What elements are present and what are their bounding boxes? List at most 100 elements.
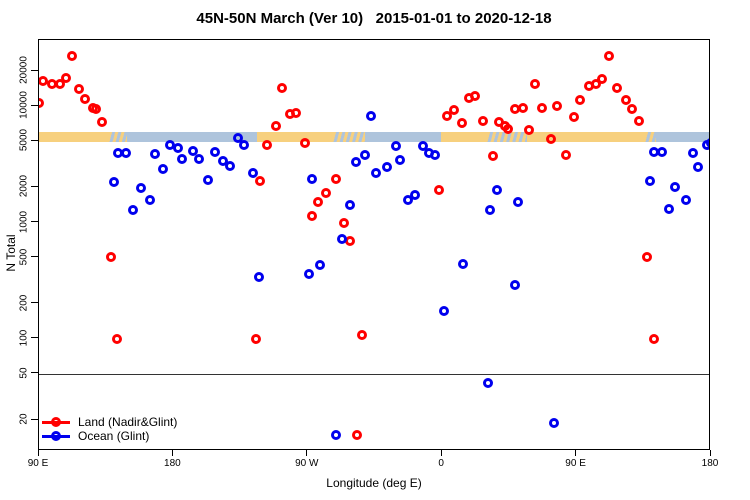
point-ocean — [410, 189, 421, 200]
strip-segment-land — [39, 131, 110, 143]
point-land — [313, 197, 324, 208]
point-ocean — [429, 150, 440, 160]
point-ocean — [247, 168, 258, 179]
x-tick — [306, 450, 308, 456]
y-tick — [31, 418, 38, 420]
point-land — [90, 104, 101, 115]
strip-segment-land — [440, 131, 487, 143]
point-ocean — [304, 269, 315, 280]
strip-segment-mixed — [109, 131, 128, 143]
point-ocean — [492, 185, 503, 196]
point-ocean — [381, 162, 392, 173]
y-tick-label: 50 — [18, 367, 30, 379]
x-axis-title: Longitude (deg E) — [326, 476, 422, 490]
point-ocean — [680, 195, 691, 206]
y-tick-label: 10000 — [18, 91, 30, 119]
point-ocean — [458, 259, 469, 269]
point-land — [487, 150, 498, 161]
point-ocean — [549, 417, 560, 428]
point-land — [441, 111, 452, 122]
reference-line-50 — [39, 373, 709, 375]
point-ocean — [187, 146, 198, 157]
point-land — [574, 95, 585, 106]
point-ocean — [193, 154, 204, 165]
ocean-legend-circle-icon — [51, 431, 61, 441]
point-land — [74, 83, 85, 94]
point-ocean — [359, 150, 370, 160]
point-ocean — [664, 204, 675, 215]
point-ocean — [644, 176, 655, 187]
point-land — [620, 95, 631, 106]
point-land — [641, 252, 652, 263]
point-land — [529, 79, 540, 90]
point-land — [66, 50, 77, 61]
point-ocean — [438, 305, 449, 316]
legend: Land (Nadir&Glint) Ocean (Glint) — [42, 415, 177, 443]
y-tick — [31, 372, 38, 374]
point-ocean — [120, 147, 131, 158]
point-land — [537, 102, 548, 113]
point-ocean — [402, 194, 413, 205]
land-marker-icon — [42, 417, 70, 427]
y-tick-label: 1000 — [18, 210, 30, 233]
point-ocean — [144, 195, 155, 206]
point-ocean — [484, 205, 495, 216]
x-tick-label: 0 — [438, 458, 444, 469]
strip-segment-ocean — [655, 131, 709, 143]
point-ocean — [210, 147, 221, 158]
point-land — [105, 252, 116, 263]
ocean-marker-icon — [42, 431, 70, 441]
point-ocean — [510, 280, 521, 291]
y-tick — [31, 104, 38, 106]
point-ocean — [150, 148, 161, 159]
point-land — [111, 333, 122, 344]
point-land — [477, 116, 488, 127]
point-land — [568, 111, 579, 122]
point-land — [449, 105, 460, 116]
point-ocean — [314, 260, 325, 271]
strip-segment-land — [257, 131, 334, 143]
legend-row-ocean: Ocean (Glint) — [42, 429, 177, 443]
y-tick-label: 5000 — [18, 129, 30, 152]
strip-segment-mixed — [487, 131, 528, 143]
point-ocean — [177, 154, 188, 165]
point-ocean — [350, 157, 361, 168]
point-ocean — [108, 177, 119, 188]
point-land — [262, 140, 273, 151]
point-ocean — [157, 164, 168, 175]
y-tick — [31, 337, 38, 339]
y-axis-title: N Total — [4, 234, 18, 272]
point-land — [604, 50, 615, 61]
y-tick — [31, 221, 38, 222]
y-tick-label: 20 — [18, 413, 30, 425]
point-land — [250, 333, 261, 344]
point-land — [320, 188, 331, 199]
point-ocean — [232, 133, 243, 144]
land-legend-circle-icon — [51, 417, 61, 427]
y-tick — [31, 139, 38, 141]
point-land — [649, 333, 660, 344]
point-land — [626, 103, 637, 114]
x-tick-label: 180 — [164, 458, 181, 469]
y-tick-label: 200 — [18, 294, 30, 312]
x-tick — [709, 450, 711, 456]
y-tick — [31, 185, 38, 187]
point-ocean — [371, 168, 382, 179]
point-land — [352, 429, 363, 440]
x-tick-label: 90 E — [565, 458, 586, 469]
point-land — [39, 76, 49, 87]
point-ocean — [135, 182, 146, 193]
y-tick — [31, 256, 38, 258]
point-land — [356, 330, 367, 341]
x-tick-label: 180 — [701, 458, 719, 469]
point-ocean — [365, 111, 376, 122]
point-land — [456, 118, 467, 129]
point-ocean — [390, 141, 401, 152]
strip-segment-ocean — [364, 131, 441, 143]
point-ocean — [483, 377, 494, 388]
y-tick-label: 20000 — [18, 56, 30, 84]
point-ocean — [395, 155, 406, 166]
legend-row-land: Land (Nadir&Glint) — [42, 415, 177, 429]
point-land — [54, 79, 65, 90]
